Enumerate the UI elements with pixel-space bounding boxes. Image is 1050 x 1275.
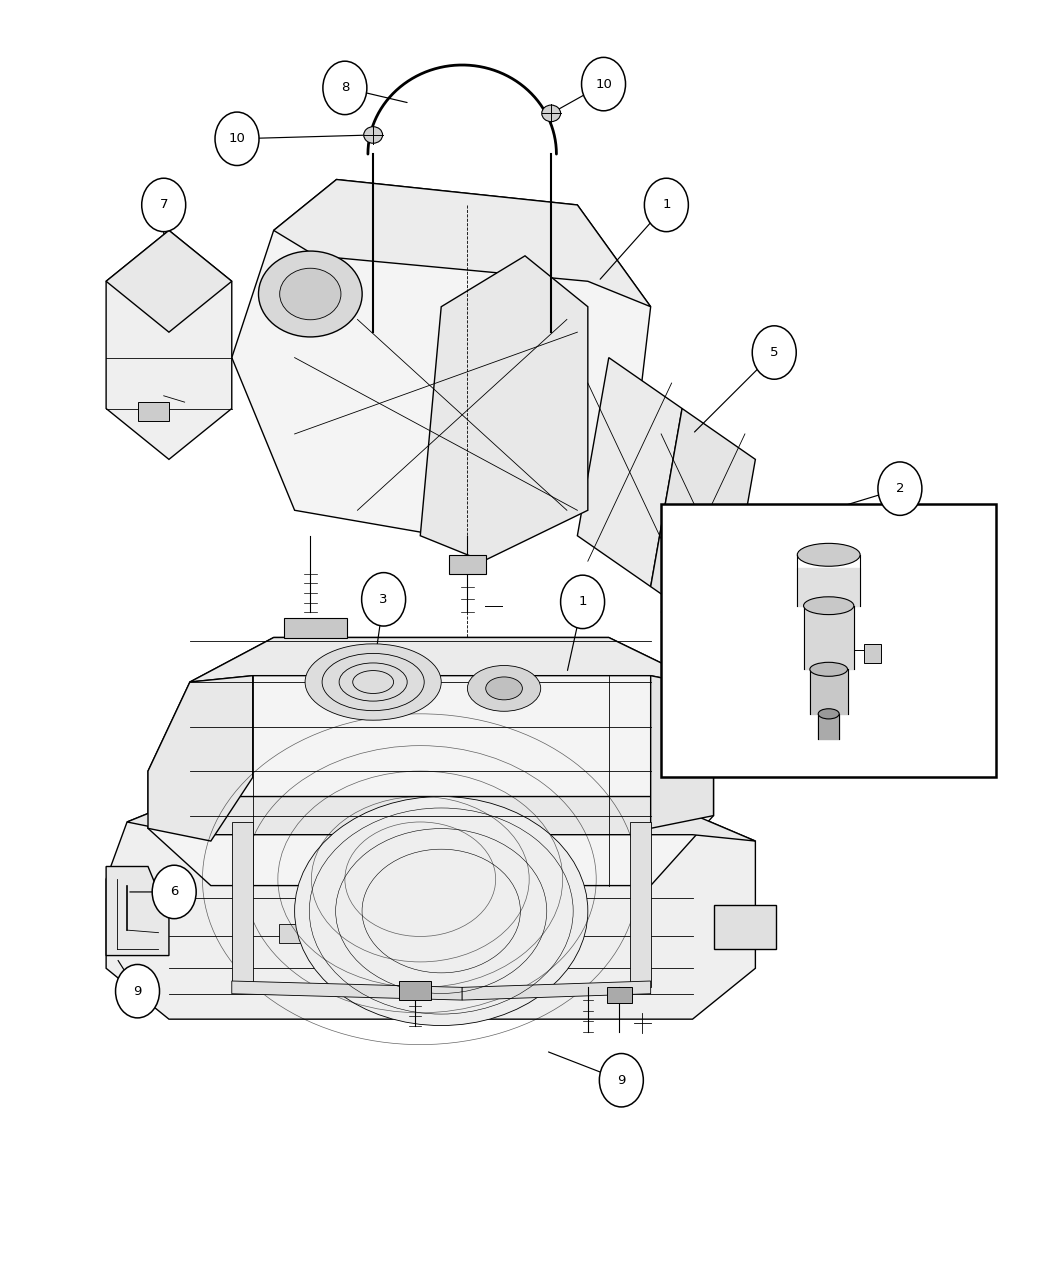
Polygon shape bbox=[530, 924, 562, 942]
Text: 10: 10 bbox=[595, 78, 612, 91]
Text: 1: 1 bbox=[579, 595, 587, 608]
Polygon shape bbox=[138, 402, 169, 421]
Polygon shape bbox=[106, 797, 755, 1019]
Polygon shape bbox=[578, 357, 682, 586]
Polygon shape bbox=[106, 867, 169, 955]
Polygon shape bbox=[420, 256, 588, 561]
Polygon shape bbox=[630, 822, 651, 987]
Ellipse shape bbox=[258, 251, 362, 337]
Polygon shape bbox=[651, 408, 755, 638]
Circle shape bbox=[645, 179, 689, 232]
Ellipse shape bbox=[818, 709, 839, 719]
Polygon shape bbox=[607, 987, 632, 1002]
Ellipse shape bbox=[279, 268, 341, 320]
Polygon shape bbox=[651, 676, 714, 829]
FancyBboxPatch shape bbox=[662, 504, 996, 778]
Polygon shape bbox=[232, 980, 462, 1000]
Ellipse shape bbox=[295, 797, 588, 1025]
Polygon shape bbox=[190, 638, 714, 688]
Polygon shape bbox=[106, 231, 232, 333]
Text: 9: 9 bbox=[133, 984, 142, 997]
Text: 1: 1 bbox=[663, 199, 671, 212]
Polygon shape bbox=[106, 231, 232, 459]
Polygon shape bbox=[127, 797, 755, 842]
Polygon shape bbox=[279, 924, 311, 942]
Polygon shape bbox=[232, 180, 651, 536]
Ellipse shape bbox=[810, 662, 847, 676]
Text: 2: 2 bbox=[896, 482, 904, 495]
Circle shape bbox=[878, 462, 922, 515]
Text: 8: 8 bbox=[340, 82, 349, 94]
Text: 10: 10 bbox=[229, 133, 246, 145]
Polygon shape bbox=[285, 618, 346, 638]
Polygon shape bbox=[399, 980, 430, 1000]
Circle shape bbox=[361, 572, 405, 626]
Ellipse shape bbox=[803, 597, 854, 615]
Ellipse shape bbox=[467, 666, 541, 711]
Ellipse shape bbox=[542, 105, 561, 121]
Polygon shape bbox=[714, 905, 776, 949]
Text: 9: 9 bbox=[617, 1074, 626, 1086]
Circle shape bbox=[561, 575, 605, 629]
Polygon shape bbox=[148, 638, 714, 886]
Text: 3: 3 bbox=[379, 593, 387, 606]
Circle shape bbox=[582, 57, 626, 111]
Circle shape bbox=[600, 1053, 644, 1107]
Ellipse shape bbox=[306, 644, 441, 720]
Polygon shape bbox=[462, 980, 651, 1000]
Text: 5: 5 bbox=[770, 346, 778, 360]
Polygon shape bbox=[232, 822, 253, 987]
Circle shape bbox=[215, 112, 259, 166]
Text: 6: 6 bbox=[170, 885, 178, 899]
Circle shape bbox=[152, 866, 196, 919]
Ellipse shape bbox=[797, 543, 860, 566]
Circle shape bbox=[116, 964, 160, 1017]
Polygon shape bbox=[148, 676, 253, 842]
Circle shape bbox=[142, 179, 186, 232]
Ellipse shape bbox=[486, 677, 523, 700]
Ellipse shape bbox=[363, 126, 382, 143]
Circle shape bbox=[752, 326, 796, 379]
Text: 7: 7 bbox=[160, 199, 168, 212]
Polygon shape bbox=[274, 180, 651, 307]
Circle shape bbox=[323, 61, 366, 115]
Polygon shape bbox=[425, 924, 457, 942]
Polygon shape bbox=[448, 555, 486, 574]
Polygon shape bbox=[864, 644, 881, 663]
